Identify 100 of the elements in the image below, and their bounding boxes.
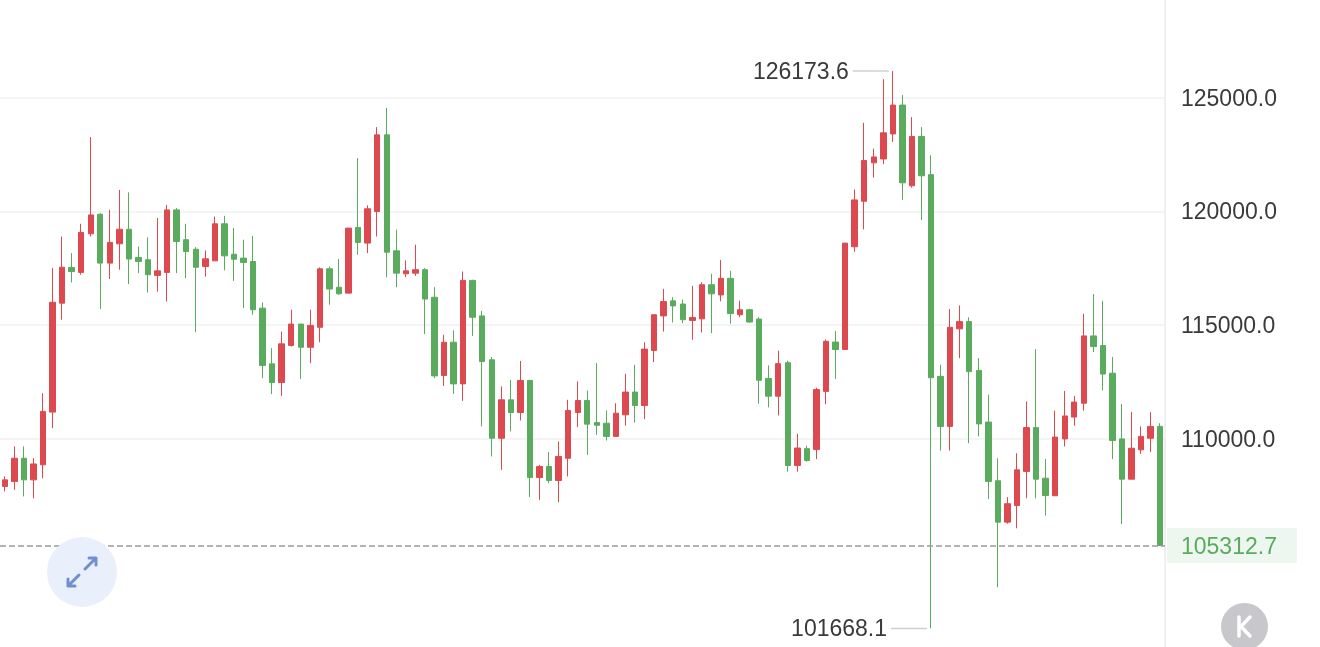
candlestick <box>947 308 953 452</box>
candlestick <box>680 299 686 324</box>
candlestick <box>164 204 170 303</box>
candlestick <box>1023 400 1030 499</box>
candlestick <box>746 308 753 324</box>
candlestick <box>11 445 18 491</box>
candlestick <box>871 148 877 179</box>
candlestick <box>298 323 304 380</box>
candlestick <box>450 329 457 395</box>
candlestick <box>928 154 934 629</box>
candlestick <box>976 357 982 437</box>
candlestick <box>851 188 858 253</box>
candlestick <box>737 300 743 318</box>
candlestick <box>1042 458 1049 517</box>
candlestick <box>1033 348 1039 499</box>
candlestick <box>21 445 27 497</box>
candlestick <box>1071 395 1077 427</box>
annotation: 126173.6 <box>752 58 849 85</box>
candlestick <box>441 334 447 387</box>
candlestick <box>212 216 218 262</box>
candlestick <box>469 279 476 337</box>
candlestick <box>393 229 400 288</box>
candlestick <box>890 70 896 143</box>
candlestick <box>565 399 571 477</box>
candlestick <box>326 266 333 306</box>
candlestick <box>364 204 371 254</box>
candlestick <box>355 157 361 256</box>
candlestick <box>1014 452 1020 529</box>
candlestick <box>259 301 266 379</box>
candlestick <box>708 273 715 334</box>
annotation: 101668.1 <box>791 615 888 642</box>
candlestick <box>1138 425 1144 455</box>
candlestick <box>536 464 543 501</box>
candlestick <box>995 457 1001 588</box>
candlestick <box>97 212 103 310</box>
candlestick <box>937 364 944 452</box>
candlestick <box>240 239 247 309</box>
candlestick <box>250 235 256 316</box>
candlestick <box>861 122 867 230</box>
candlestick <box>823 339 829 405</box>
candlestick <box>909 116 915 189</box>
candlestick <box>288 309 294 348</box>
candlestick <box>813 387 820 460</box>
candlestick <box>40 392 46 479</box>
candlestick <box>1128 411 1135 480</box>
y-tick-label: 115000.0 <box>1181 312 1276 339</box>
candlestick <box>135 246 142 274</box>
candlestick <box>775 350 781 416</box>
candlestick <box>918 126 925 221</box>
candlestick <box>278 331 285 397</box>
candlestick <box>880 78 887 165</box>
candlestick <box>2 475 8 492</box>
candlestick <box>956 304 963 359</box>
candlestick <box>336 258 342 296</box>
candlestick <box>498 385 505 471</box>
candlestick <box>116 189 123 271</box>
candlestick <box>584 389 590 456</box>
candlestick <box>412 244 419 277</box>
candlestick <box>899 94 906 201</box>
candlestick <box>603 409 610 442</box>
candlestick <box>1052 410 1058 497</box>
candlestick <box>78 223 84 276</box>
candlestick <box>1119 403 1125 525</box>
candlestick <box>555 440 562 503</box>
candlestick <box>68 252 75 283</box>
candlestick <box>183 223 189 279</box>
candlestick <box>765 364 772 408</box>
candlestick <box>460 271 466 402</box>
candlestick <box>173 207 180 274</box>
candlestick <box>88 136 94 238</box>
candlestick <box>660 288 667 333</box>
candlestick <box>517 360 524 421</box>
candlestick <box>317 266 323 343</box>
candlestick <box>670 296 676 323</box>
candlestick <box>1004 496 1011 525</box>
candlestick <box>107 209 113 280</box>
y-tick-label: 110000.0 <box>1181 425 1276 452</box>
candlestick <box>575 380 581 428</box>
candlestick <box>632 364 638 424</box>
candlestick <box>1147 411 1154 453</box>
candlestick <box>489 356 495 457</box>
candlestick <box>384 107 390 278</box>
candlestick <box>202 249 209 278</box>
candlestick <box>727 270 734 325</box>
candlestick <box>269 347 275 395</box>
candlestick <box>479 310 485 427</box>
candlestick <box>403 259 409 278</box>
candlestick <box>985 394 992 500</box>
candlestick <box>842 242 848 351</box>
candlestick <box>756 316 762 405</box>
candlestick <box>1109 356 1116 460</box>
candlestick <box>431 286 438 379</box>
candlestick <box>622 373 629 427</box>
candlestick <box>422 267 428 335</box>
candlestick <box>651 314 657 363</box>
candlestick <box>154 217 161 293</box>
candlestick <box>59 236 65 321</box>
candlestick <box>613 402 619 437</box>
candlestick <box>1081 313 1087 412</box>
y-tick-label: 125000.0 <box>1181 84 1277 111</box>
